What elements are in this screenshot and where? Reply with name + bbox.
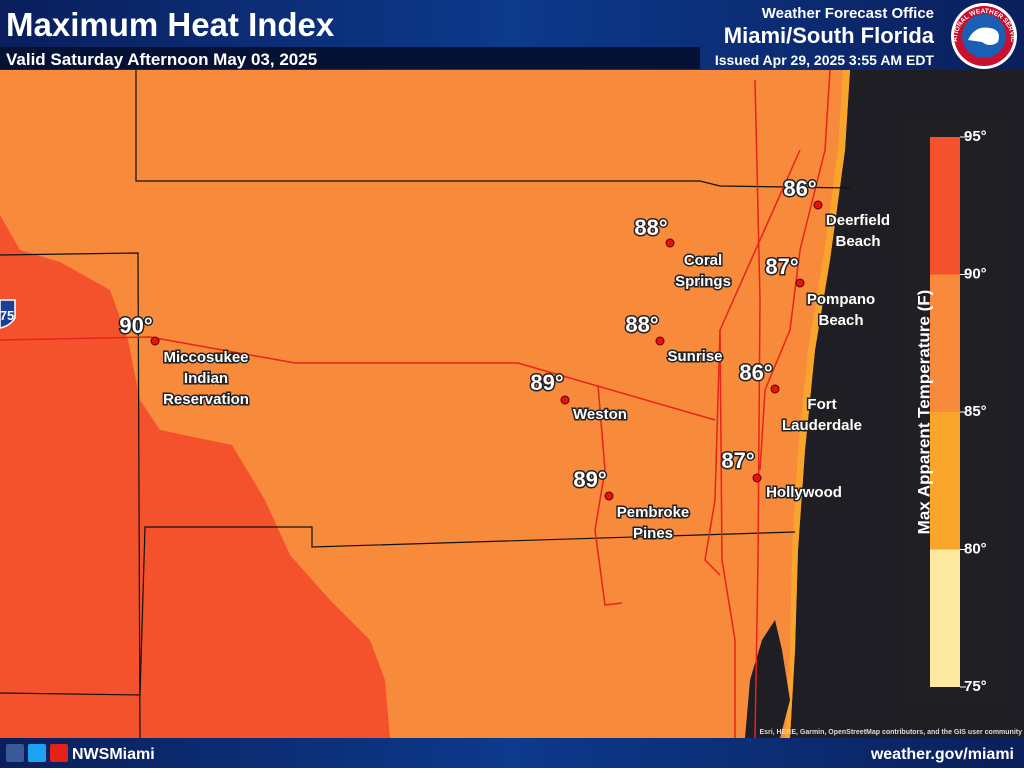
city-name: Beach [835, 233, 880, 250]
temperature: 87° [765, 254, 798, 279]
city-dot [752, 473, 762, 483]
city-name: Pembroke [617, 504, 690, 521]
city-name: Pompano [807, 291, 875, 308]
facebook-icon[interactable] [6, 744, 24, 762]
temperature: 89° [530, 370, 563, 395]
city-name: Reservation [163, 391, 249, 408]
city-dot [560, 395, 570, 405]
shield-number: 75 [0, 308, 14, 323]
legend-swatch [930, 274, 960, 412]
city-dot [665, 238, 675, 248]
temperature: 89° [573, 467, 606, 492]
city-name: Weston [573, 406, 627, 423]
city-name: Beach [818, 312, 863, 329]
city-name: Coral [684, 252, 722, 269]
temperature: 86° [739, 360, 772, 385]
temperature: 86° [783, 176, 816, 201]
attribution: Esri, HERE, Garmin, OpenStreetMap contri… [759, 729, 1022, 736]
city-name: Springs [675, 273, 731, 290]
city-dot [770, 384, 780, 394]
legend-label: 95° [964, 128, 987, 145]
legend-swatch [930, 549, 960, 687]
legend-label: 80° [964, 540, 987, 557]
city-dot [604, 491, 614, 501]
legend-title: Max Apparent Temperature (F) [914, 290, 933, 535]
twitter-icon[interactable] [28, 744, 46, 762]
temperature: 88° [634, 215, 667, 240]
office: Weather Forecast Office [762, 5, 934, 22]
footer [0, 738, 1024, 768]
city-name: Sunrise [667, 348, 722, 365]
legend-label: 75° [964, 678, 987, 695]
coast-strip [785, 70, 850, 738]
legend-swatch [930, 412, 960, 550]
legend-swatch [930, 137, 960, 275]
social-handle[interactable]: NWSMiami [72, 746, 155, 763]
website[interactable]: weather.gov/miami [870, 746, 1014, 763]
temperature: 87° [721, 448, 754, 473]
header-subbar [0, 47, 700, 69]
issued-time: Issued Apr 29, 2025 3:55 AM EDT [715, 52, 935, 68]
bay [745, 620, 790, 738]
legend-label: 85° [964, 403, 987, 420]
city-name: Hollywood [766, 484, 842, 501]
city-name: Deerfield [826, 212, 890, 229]
title: Maximum Heat Index [6, 6, 335, 43]
city-dot [795, 278, 805, 288]
temperature: 88° [625, 312, 658, 337]
city-name: Lauderdale [782, 417, 862, 434]
city-name: Pines [633, 525, 673, 542]
youtube-icon[interactable] [50, 744, 68, 762]
city-name: Indian [184, 370, 228, 387]
city-dot [655, 336, 665, 346]
location: Miami/South Florida [724, 23, 935, 48]
county-lines [0, 70, 851, 739]
city-name: Miccosukee [163, 349, 248, 366]
city-dot [813, 200, 823, 210]
valid-time: Valid Saturday Afternoon May 03, 2025 [6, 50, 317, 69]
roads [0, 69, 831, 739]
hot-zone [0, 215, 390, 738]
interstate-shield: 75 [0, 299, 16, 329]
legend-label: 90° [964, 265, 987, 282]
temperature: 90° [119, 313, 152, 338]
city-name: Fort [807, 396, 836, 413]
city-dot [150, 336, 160, 346]
